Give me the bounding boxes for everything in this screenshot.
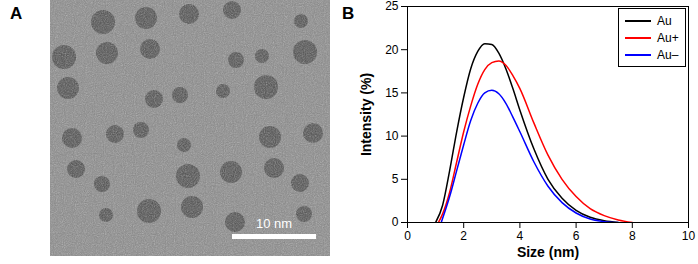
html-text:Au+: Au+ bbox=[657, 30, 679, 45]
svg-text:Intensity (%): Intensity (%) bbox=[358, 73, 374, 156]
svg-text:15: 15 bbox=[385, 86, 399, 100]
svg-text:10: 10 bbox=[682, 229, 696, 243]
svg-text:5: 5 bbox=[392, 172, 399, 186]
html-text:B: B bbox=[342, 4, 355, 23]
svg-text:20: 20 bbox=[385, 43, 399, 57]
html-text:Au: Au bbox=[657, 13, 672, 28]
svg-text:Size (nm): Size (nm) bbox=[517, 244, 579, 260]
svg-text:25: 25 bbox=[385, 0, 399, 13]
svg-text:2: 2 bbox=[460, 229, 467, 243]
svg-text:8: 8 bbox=[629, 229, 636, 243]
svg-text:10 nm: 10 nm bbox=[256, 216, 292, 231]
svg-text:4: 4 bbox=[517, 229, 524, 243]
svg-text:0: 0 bbox=[392, 215, 399, 229]
svg-text:10: 10 bbox=[385, 129, 399, 143]
html-text:Au–: Au– bbox=[657, 47, 679, 62]
html-text:A: A bbox=[10, 4, 23, 23]
svg-text:6: 6 bbox=[573, 229, 580, 243]
svg-text:0: 0 bbox=[404, 229, 411, 243]
